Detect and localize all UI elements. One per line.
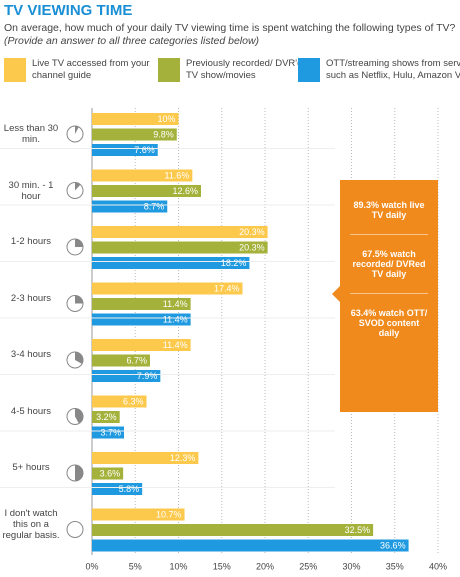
bar — [92, 539, 409, 552]
callout-arrow — [332, 286, 340, 302]
value-label: 18.2% — [221, 258, 247, 268]
value-label: 11.6% — [164, 170, 189, 180]
clock-wedge — [75, 182, 81, 191]
x-tick-label: 5% — [129, 561, 142, 571]
bar — [92, 313, 191, 326]
clock-wedge — [75, 352, 83, 364]
bar — [92, 395, 147, 408]
x-tick-label: 40% — [429, 561, 447, 571]
callout-text: 89.3% watch live TV daily — [350, 200, 428, 235]
clock-icon — [66, 521, 84, 538]
value-label: 12.3% — [170, 453, 196, 463]
category-label: 2-3 hours — [10, 292, 52, 304]
legend-swatch — [158, 58, 180, 82]
value-label: 3.2% — [96, 412, 117, 422]
bar — [92, 467, 124, 480]
bar — [92, 128, 177, 141]
value-label: 11.4% — [163, 299, 188, 309]
value-label: 7.9% — [137, 371, 158, 381]
bar — [92, 257, 250, 269]
clock-wedge — [75, 126, 79, 134]
x-tick-label: 0% — [85, 561, 98, 571]
value-label: 32.5% — [345, 525, 371, 535]
clock-wedge — [75, 295, 83, 304]
bar — [92, 113, 179, 125]
value-label: 10% — [157, 114, 175, 124]
value-label: 11.4% — [163, 314, 188, 324]
clock-wedge — [75, 465, 83, 481]
x-tick-label: 25% — [299, 561, 317, 571]
value-label: 8.7% — [144, 201, 165, 211]
value-label: 10.7% — [156, 509, 182, 519]
x-tick-label: 15% — [213, 561, 231, 571]
bar — [92, 144, 158, 156]
legend-label: Live TV accessed from your channel guide — [32, 58, 150, 81]
value-label: 7.6% — [134, 145, 155, 155]
clock-wedge — [75, 408, 84, 424]
value-label: 9.8% — [153, 129, 174, 139]
x-tick-label: 35% — [386, 561, 404, 571]
note: (Provide an answer to all three categori… — [4, 35, 260, 47]
callout-text: 67.5% watch recorded/ DVRed TV daily — [350, 249, 428, 294]
value-label: 6.7% — [126, 355, 147, 365]
bar — [92, 452, 199, 464]
bar — [92, 411, 120, 423]
legend-label: Previously recorded/ DVR'd TV show/movie… — [186, 58, 303, 81]
bar — [92, 282, 243, 295]
bar — [92, 200, 168, 213]
category-label: 30 min. - 1 hour — [8, 179, 54, 202]
bar — [92, 426, 125, 439]
bar — [92, 185, 201, 197]
value-label: 20.3% — [239, 227, 265, 237]
bar — [92, 370, 161, 382]
callout: 89.3% watch live TV daily 67.5% watch re… — [340, 180, 438, 412]
value-label: 11.4% — [163, 340, 188, 350]
x-tick-label: 20% — [256, 561, 274, 571]
category-label: Less than 30 min. — [3, 123, 59, 145]
subtitle: On average, how much of your daily TV vi… — [4, 22, 456, 34]
legend-label: OTT/streaming shows from services such a… — [326, 58, 460, 81]
value-label: 3.7% — [100, 427, 121, 437]
category-label: 3-4 hours — [10, 349, 52, 360]
bar — [92, 524, 374, 536]
bar — [92, 483, 143, 495]
chart-title: TV VIEWING TIME — [4, 2, 133, 19]
category-label: 1-2 hours — [10, 236, 52, 247]
value-label: 12.6% — [172, 186, 198, 196]
value-label: 17.4% — [214, 283, 240, 293]
callout-text: 63.4% watch OTT/ SVOD content daily — [350, 308, 428, 338]
bar — [92, 508, 185, 521]
value-label: 5.8% — [119, 484, 140, 494]
category-label: 5+ hours — [12, 462, 50, 473]
category-label: I don't watch this on a regular basis. — [2, 507, 60, 541]
bar — [92, 169, 193, 182]
bar — [92, 226, 268, 238]
value-label: 20.3% — [239, 242, 265, 252]
clock-wedge — [75, 239, 83, 247]
legend-swatch — [298, 58, 320, 82]
bar — [92, 298, 191, 310]
bar — [92, 354, 150, 367]
value-label: 6.3% — [123, 396, 144, 406]
bar — [92, 241, 268, 254]
legend-swatch — [4, 58, 26, 82]
bar — [92, 339, 191, 351]
x-tick-label: 10% — [169, 561, 187, 571]
value-label: 3.6% — [100, 468, 121, 478]
category-label: 4-5 hours — [10, 405, 52, 417]
x-tick-label: 30% — [342, 561, 360, 571]
value-label: 36.6% — [380, 540, 406, 550]
